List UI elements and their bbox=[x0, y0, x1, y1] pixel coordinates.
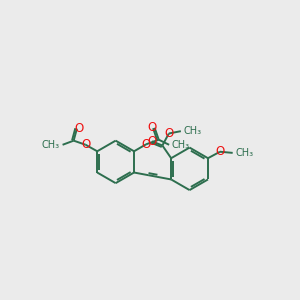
Text: CH₃: CH₃ bbox=[42, 140, 60, 150]
Text: O: O bbox=[81, 138, 90, 151]
Text: O: O bbox=[215, 145, 225, 158]
Text: O: O bbox=[147, 135, 156, 148]
Text: CH₃: CH₃ bbox=[172, 140, 190, 150]
Text: CH₃: CH₃ bbox=[184, 126, 202, 136]
Text: O: O bbox=[148, 121, 157, 134]
Text: CH₃: CH₃ bbox=[236, 148, 253, 158]
Text: O: O bbox=[141, 138, 151, 151]
Text: O: O bbox=[75, 122, 84, 135]
Text: O: O bbox=[164, 127, 173, 140]
